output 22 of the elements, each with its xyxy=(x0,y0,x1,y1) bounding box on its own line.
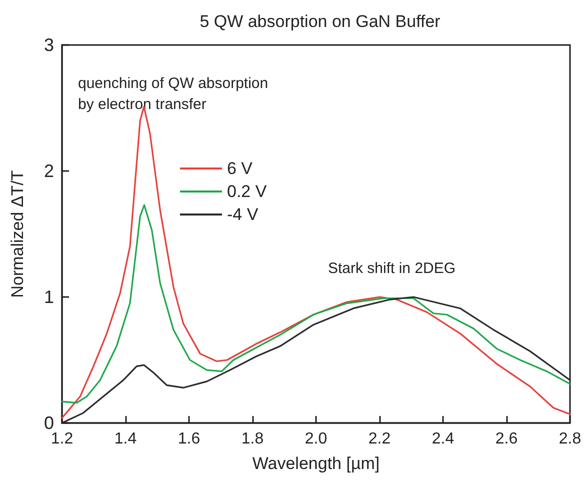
y-tick-label: 3 xyxy=(44,35,54,55)
x-tick-label: 2.8 xyxy=(558,430,582,448)
legend-label: 6 V xyxy=(227,159,254,178)
legend-label: -4 V xyxy=(227,205,259,224)
annotation: quenching of QW absorption by electron transfer xyxy=(78,75,268,113)
x-tick-label: 2.0 xyxy=(304,430,328,448)
y-tick-label: 2 xyxy=(44,161,54,181)
chart-title: 5 QW absorption on GaN Buffer xyxy=(200,12,441,31)
y-tick-label: 1 xyxy=(44,287,54,307)
x-tick-label: 1.8 xyxy=(241,430,264,448)
x-tick-label: 2.6 xyxy=(495,430,518,448)
x-tick-label: 1.2 xyxy=(50,430,74,448)
x-tick-label: 1.4 xyxy=(114,430,137,448)
x-tick-label: 2.4 xyxy=(432,430,454,448)
x-tick-label: 1.6 xyxy=(178,430,200,448)
annotation: Stark shift in 2DEG xyxy=(328,260,456,277)
x-axis-title: Wavelength [µm] xyxy=(252,454,380,473)
y-tick-label: 0 xyxy=(44,413,54,433)
legend-label: 0.2 V xyxy=(227,182,268,201)
x-tick-label: 2.2 xyxy=(368,430,391,448)
y-axis-title: Normalized ΔT/T xyxy=(8,170,27,298)
line-series xyxy=(61,204,571,404)
